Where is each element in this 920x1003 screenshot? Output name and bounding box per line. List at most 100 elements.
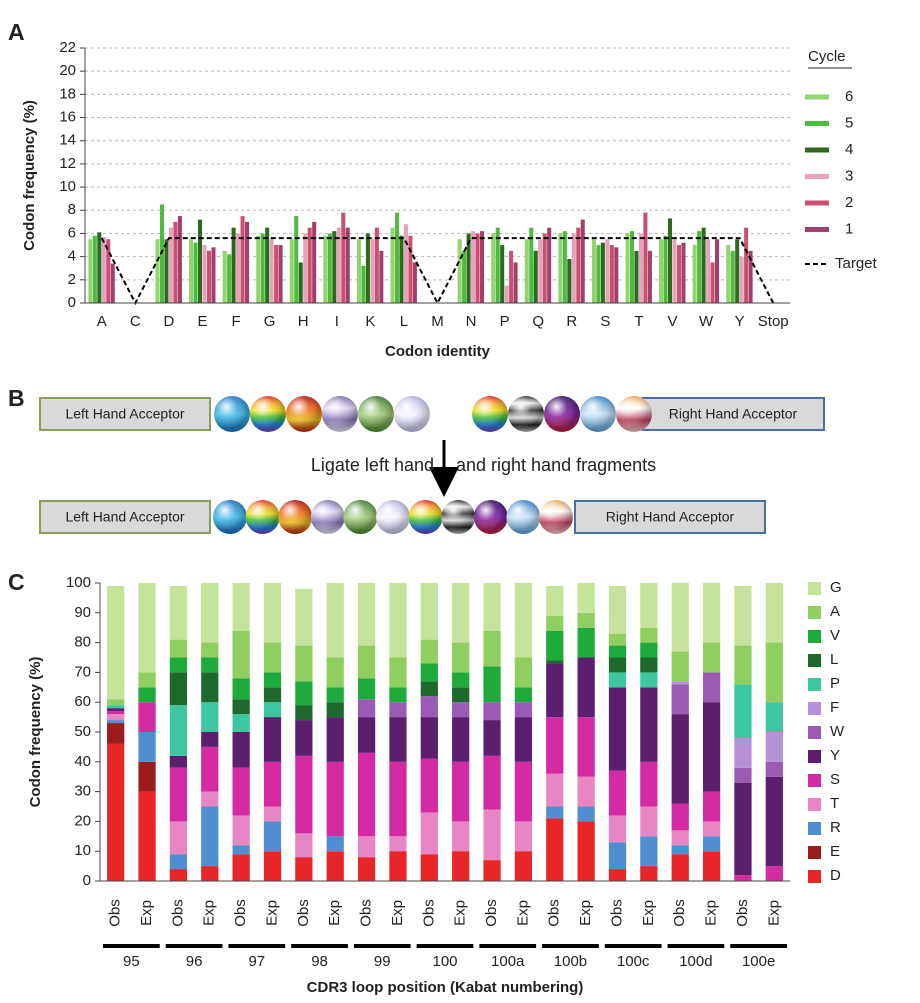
bar-segment [263, 583, 282, 643]
bar-segment [640, 836, 658, 867]
x-tick-label: K [365, 313, 375, 330]
y-tick-label: 30 [74, 783, 91, 800]
x-tick-label: Exp [765, 900, 782, 926]
x-tick-label: Obs [734, 899, 751, 927]
bar-segment [608, 645, 627, 658]
bar-segment [389, 761, 407, 837]
sphere-shine [278, 500, 313, 534]
bar-segment [671, 830, 689, 846]
sphere-shine [310, 500, 345, 534]
legend-swatch [808, 774, 821, 787]
bar-segment [483, 630, 501, 667]
bar-segment [326, 702, 344, 718]
bar-segment [608, 815, 627, 843]
legend-swatch [808, 582, 821, 595]
bar-segment [138, 702, 156, 732]
bar-segment [326, 851, 344, 881]
x-tick-label: Exp [326, 900, 343, 926]
bar-segment [201, 583, 219, 643]
bar-segment [389, 717, 407, 762]
bar-segment [546, 717, 564, 774]
bar [193, 242, 198, 303]
bar-segment [640, 866, 658, 881]
x-tick-label: E [197, 313, 207, 330]
sphere-shine [322, 396, 358, 432]
bar-segment [702, 836, 721, 852]
bar-segment [138, 672, 156, 688]
step-label: Ligate left hand [311, 455, 434, 475]
x-tick-label: Obs [420, 899, 437, 927]
y-tick-label: 10 [74, 842, 91, 859]
bar-segment [546, 630, 564, 661]
bar-segment [389, 702, 407, 718]
bar-segment [765, 642, 783, 703]
legend-label: E [830, 843, 840, 860]
bar-segment [734, 782, 752, 876]
legend-label: V [830, 627, 840, 644]
bar-segment [263, 717, 282, 762]
bar-segment [263, 806, 282, 822]
x-tick-label: Obs [608, 899, 625, 927]
y-tick-label: 6 [68, 224, 76, 241]
bar-segment [765, 776, 783, 867]
y-tick-label: 10 [59, 178, 76, 195]
sphere-shine [506, 500, 541, 534]
bar-segment [326, 717, 344, 762]
bar-segment [671, 583, 689, 652]
bar [668, 218, 673, 303]
y-tick-label: 70 [74, 663, 91, 680]
bar-segment [389, 851, 407, 881]
bar [701, 227, 706, 303]
bar [571, 233, 576, 303]
bar-segment [640, 642, 658, 658]
bar [462, 250, 467, 303]
y-tick-label: 4 [68, 248, 76, 265]
y-axis-title: Codon frequency (%) [21, 100, 38, 251]
bar-segment [169, 705, 188, 756]
sphere-shine [472, 396, 508, 432]
bar-segment [107, 585, 125, 700]
bar [240, 216, 245, 303]
bar-segment [671, 714, 689, 804]
panel-label: B [8, 385, 25, 411]
bar-segment [295, 705, 313, 721]
bar [509, 250, 514, 303]
sphere-shine [580, 396, 616, 432]
y-tick-label: 20 [59, 62, 76, 79]
bar [504, 285, 509, 303]
bar-segment [326, 761, 344, 837]
bar [168, 227, 173, 303]
bar-segment [546, 585, 564, 616]
bar-segment [640, 761, 658, 807]
bar-segment [765, 702, 783, 732]
bar-segment [577, 657, 595, 718]
bar-segment [107, 708, 125, 712]
bar [638, 233, 643, 303]
bar-segment [169, 639, 188, 658]
group-label: 99 [374, 953, 391, 970]
legend-label: 3 [845, 167, 853, 184]
bar-segment [514, 687, 533, 703]
bar-segment [357, 752, 376, 837]
bar [600, 242, 605, 303]
panel-label: C [8, 569, 25, 595]
bar-segment [420, 663, 438, 682]
x-tick-label: Y [735, 313, 745, 330]
x-tick-label: M [431, 313, 444, 330]
bar-segment [357, 857, 376, 881]
bar-segment [295, 755, 313, 834]
x-tick-label: Obs [295, 899, 312, 927]
bar [173, 221, 178, 303]
x-tick-label: Exp [514, 900, 531, 926]
diagram: Left Hand Acceptor Right Hand Acceptor L… [39, 397, 825, 534]
legend-label: R [830, 819, 841, 836]
bar [576, 227, 581, 303]
y-tick-label: 60 [74, 693, 91, 710]
bar-segment [702, 702, 721, 792]
bar-segment [671, 684, 689, 715]
x-tick-label: Exp [138, 900, 155, 926]
bar [365, 233, 370, 303]
bar-segment [546, 615, 564, 631]
bar-segment [452, 642, 470, 673]
